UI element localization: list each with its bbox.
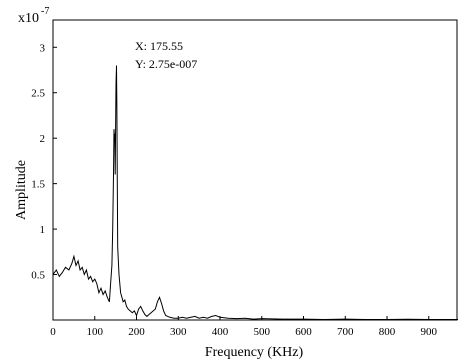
series-line <box>52 65 458 321</box>
x-tick-label: 900 <box>421 326 438 338</box>
y-exponent-base: x10 <box>18 11 39 26</box>
x-tick-label: 800 <box>379 326 396 338</box>
y-exponent-power: -7 <box>41 6 49 17</box>
y-tick-label: 1.5 <box>31 179 45 191</box>
x-tick-label: 300 <box>170 326 187 338</box>
x-tick-label: 700 <box>337 326 354 338</box>
plot-area-frame <box>52 19 458 321</box>
y-tick-label: 1 <box>40 224 46 236</box>
y-axis-label: Amplitude <box>14 160 29 220</box>
x-tick-label: 100 <box>87 326 104 338</box>
datatip-y-value: Y: 2.75e-007 <box>135 57 197 71</box>
x-tick-label: 400 <box>212 326 229 338</box>
y-tick-label: 3 <box>40 42 46 54</box>
y-tick-label: 2.5 <box>31 88 45 100</box>
datatip-x-value: X: 175.55 <box>135 39 183 53</box>
x-tick-label: 0 <box>50 326 56 338</box>
x-axis-label: Frequency (KHz) <box>205 345 304 360</box>
y-tick-label: 2 <box>40 133 46 145</box>
x-tick-label: 200 <box>128 326 145 338</box>
y-axis-ticks: 0.5 1 1.5 2 2.5 3 <box>31 42 57 282</box>
x-tick-label: 500 <box>254 326 271 338</box>
y-tick-label: 0.5 <box>31 270 45 282</box>
x-tick-label: 600 <box>295 326 312 338</box>
x-axis-ticks: 0 100 200 300 400 500 600 700 800 900 <box>50 316 438 338</box>
